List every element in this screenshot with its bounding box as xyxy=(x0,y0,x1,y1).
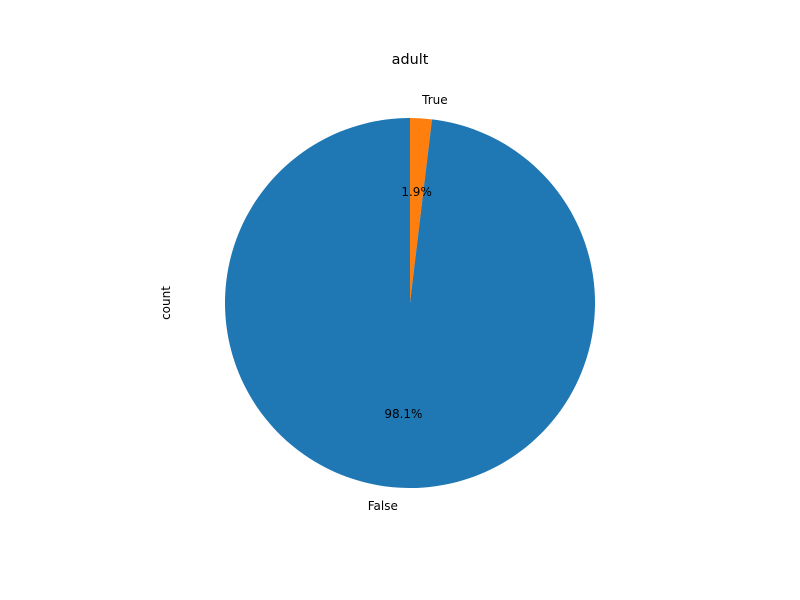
slice-pct-true: 1.9% xyxy=(401,185,432,199)
chart-title: adult xyxy=(392,52,429,68)
pie-slices xyxy=(224,118,595,488)
pie-slice-false xyxy=(224,118,595,488)
pie-labels: True 1.9% False 98.1% xyxy=(368,93,448,513)
y-axis-label: count xyxy=(159,286,173,320)
slice-label-true: True xyxy=(421,93,448,107)
slice-pct-false: 98.1% xyxy=(384,407,422,421)
slice-label-false: False xyxy=(368,499,398,513)
pie-slice-true xyxy=(410,118,433,303)
